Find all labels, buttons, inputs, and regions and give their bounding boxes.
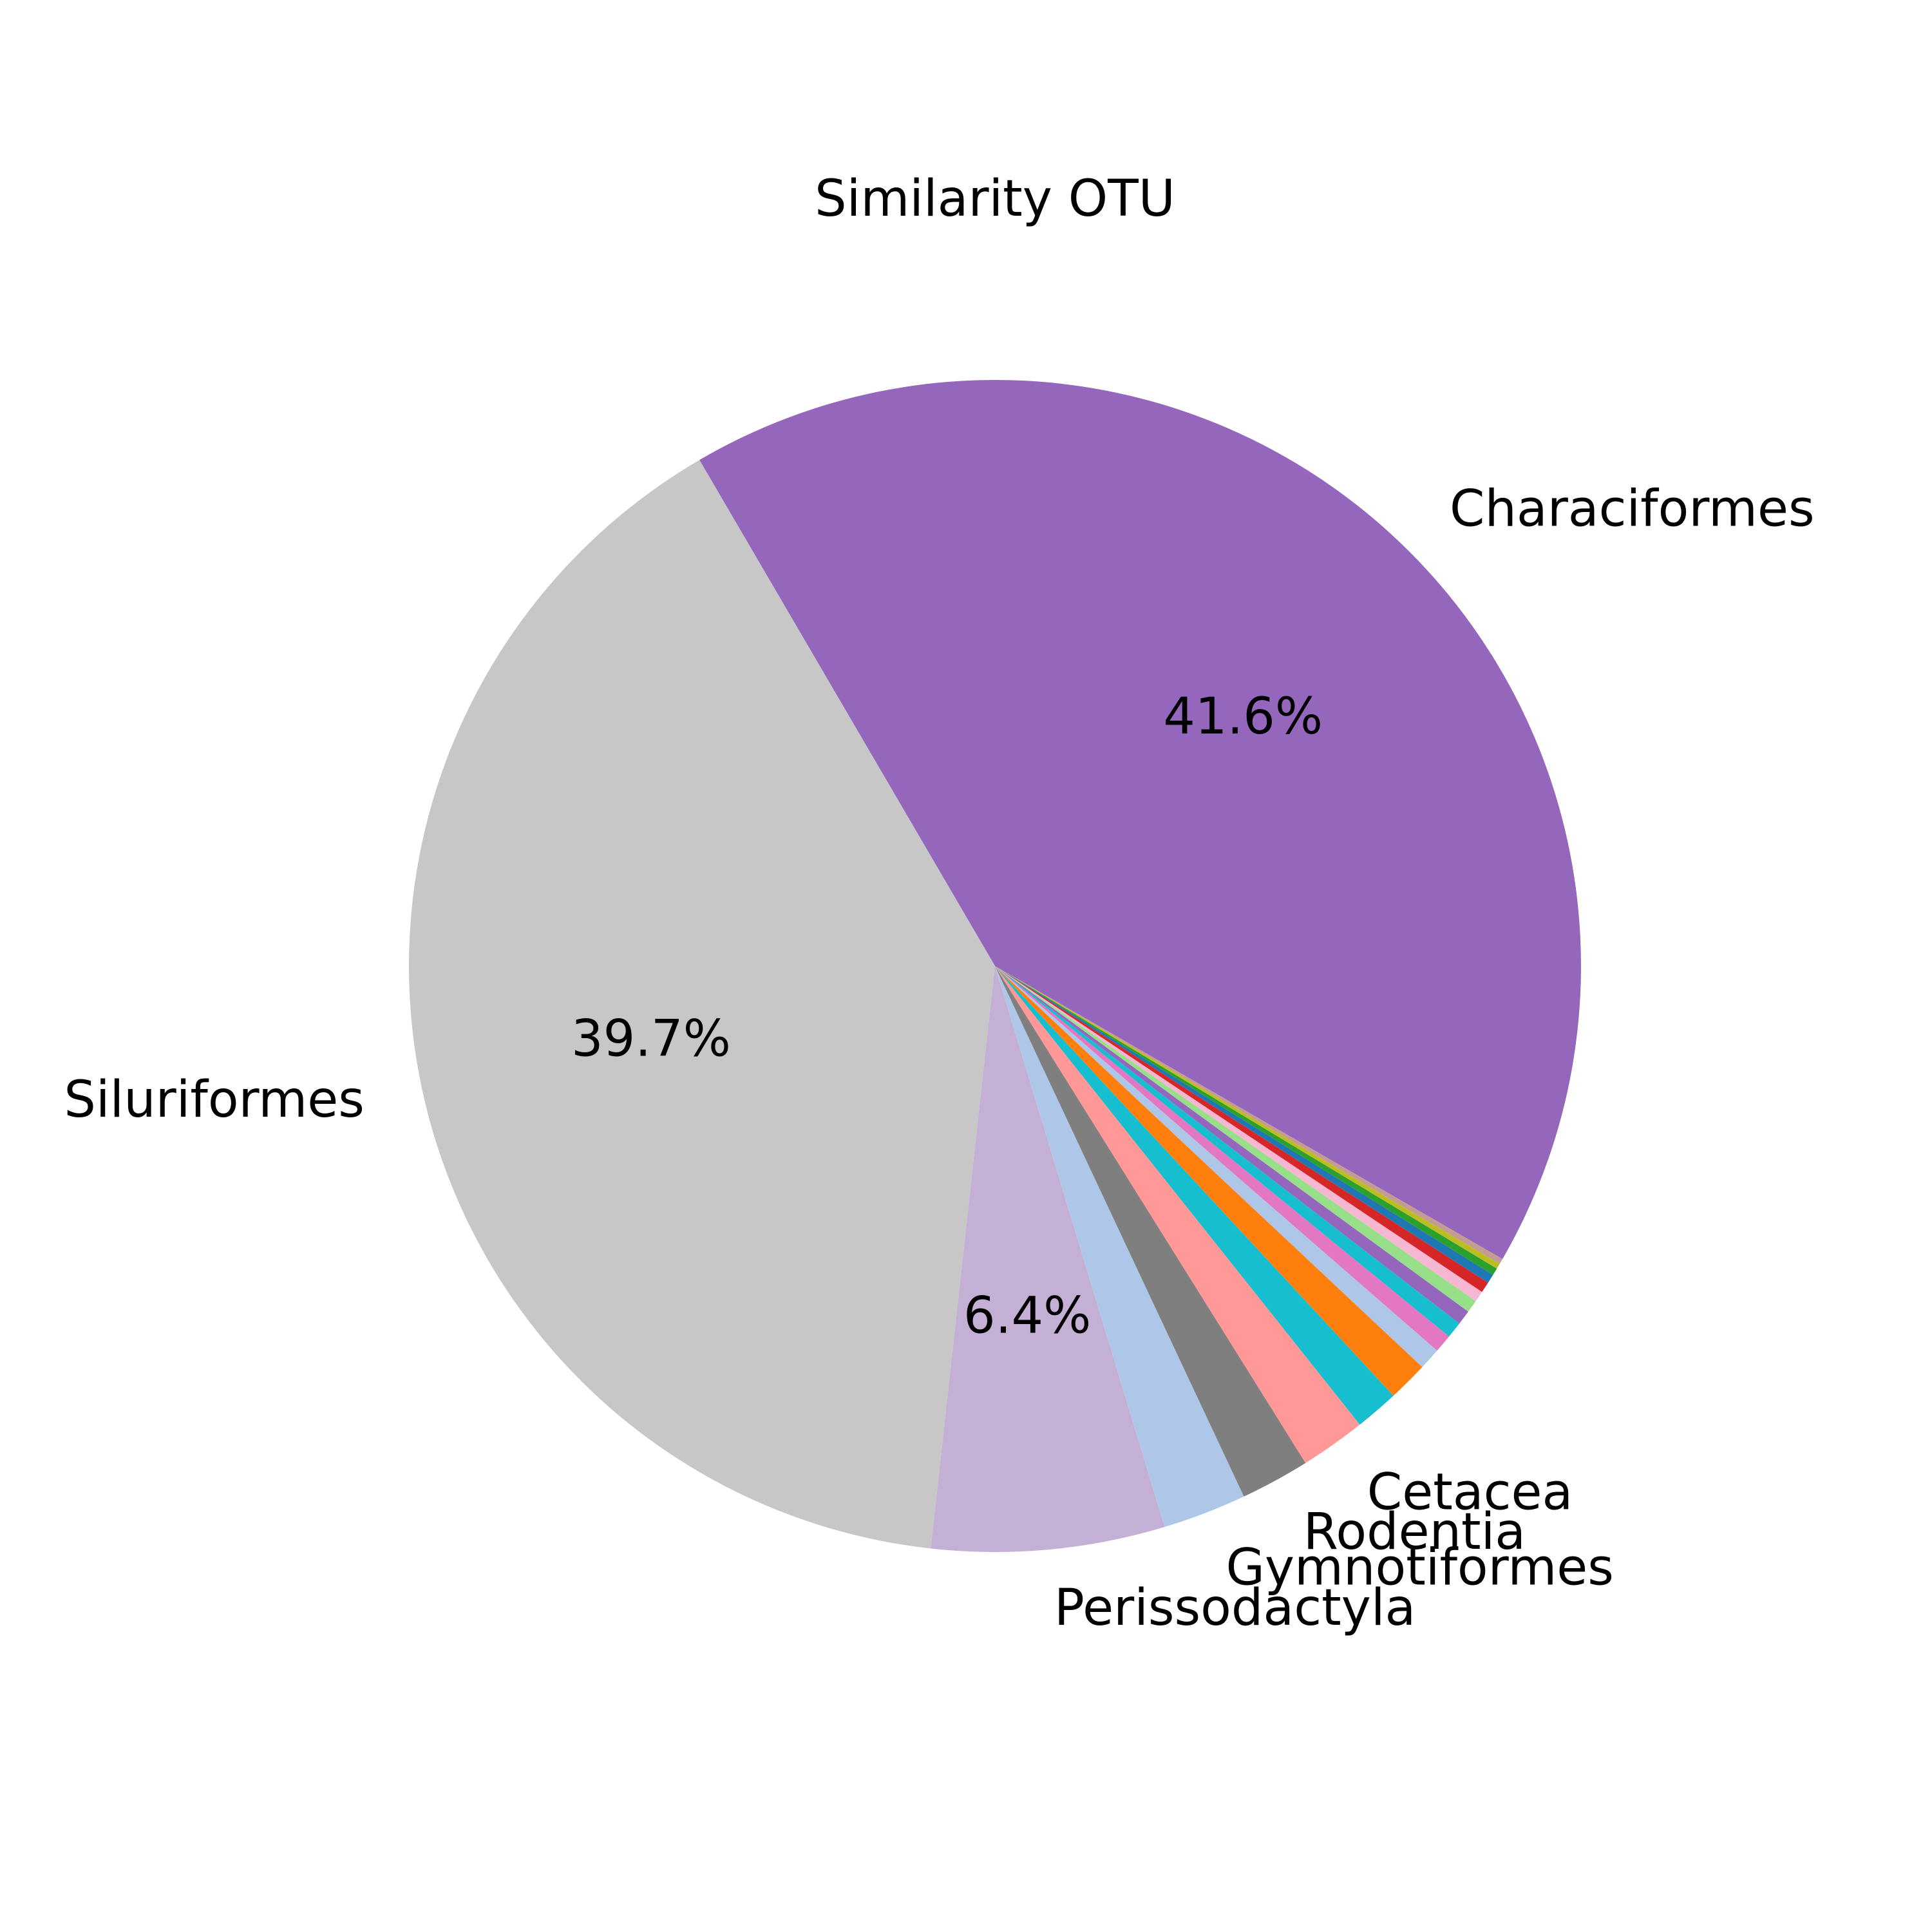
pie-slice-other-13 [995, 966, 1482, 1302]
pie-slice-other-16 [995, 966, 1497, 1275]
pie-slice-characiformes [699, 380, 1581, 1259]
slice-label-gymnotiformes: Gymnotiformes [1226, 1539, 1613, 1597]
slice-label-characiformes: Characiformes [1450, 480, 1815, 538]
pie-slice-rodentia [995, 966, 1306, 1497]
pie-percent-labels: 41.6% 39.7% 6.4% [571, 688, 1323, 1345]
pie-slice-other-8 [995, 966, 1437, 1367]
pie-slice-other-6 [995, 966, 1394, 1425]
pie-slice-other-11 [995, 966, 1468, 1324]
pie-slice-other-18 [995, 966, 1503, 1264]
pie-slice-siluriformes [409, 460, 995, 1549]
slice-percent-characiformes: 41.6% [1163, 688, 1323, 746]
pie-slice-other-9 [995, 966, 1450, 1351]
slice-label-cetacea: Cetacea [1367, 1463, 1573, 1521]
pie-slice-gymnotiformes [995, 966, 1244, 1528]
slice-label-perissodactyla: Perissodactyla [1054, 1579, 1416, 1637]
slice-label-siluriformes: Siluriformes [64, 1071, 365, 1129]
pie-slice-other-14 [995, 966, 1488, 1293]
pie-slice-other-15 [995, 966, 1493, 1283]
chart-title: Similarity OTU [815, 170, 1175, 228]
slice-percent-perissodactyla: 6.4% [963, 1287, 1091, 1345]
pie-labels: Characiformes Siluriformes PerissodactylaG… [64, 480, 1814, 1636]
pie-slice-other-7 [995, 966, 1423, 1396]
slice-percent-siluriformes: 39.7% [571, 1010, 731, 1068]
slice-label-rodentia: Rodentia [1303, 1503, 1526, 1561]
pie-slice-cetacea [995, 966, 1360, 1463]
pie-slices [409, 380, 1581, 1553]
pie-slice-perissodactyla [931, 966, 1165, 1553]
pie-slice-other-12 [995, 966, 1476, 1312]
pie-slice-other-17 [995, 966, 1500, 1269]
pie-slice-other-10 [995, 966, 1460, 1337]
